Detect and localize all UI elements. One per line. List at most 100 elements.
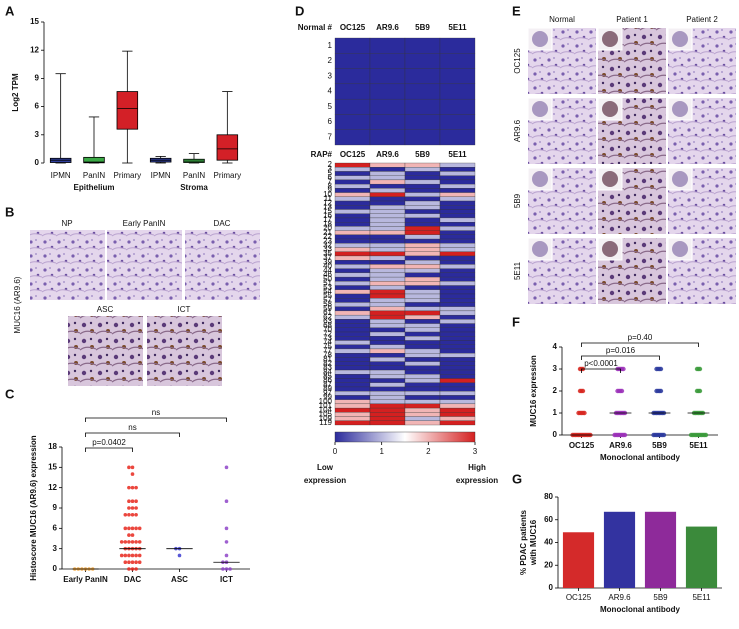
data-point bbox=[134, 499, 138, 504]
heatmap-cell bbox=[334, 83, 371, 100]
row-label: 59 bbox=[323, 304, 332, 313]
heatmap-cell bbox=[334, 369, 371, 375]
heatmap-cell bbox=[404, 306, 441, 312]
x-tick-label: 5E11 bbox=[689, 441, 708, 450]
data-point bbox=[224, 526, 229, 531]
heatmap-cell bbox=[404, 272, 441, 278]
colorbar-tick-label: 1 bbox=[379, 447, 384, 456]
heatmap-cell bbox=[404, 183, 441, 189]
y-axis-label: Histoscore MUC16 (AR9.6) expression bbox=[29, 435, 38, 580]
heatmap-cell bbox=[369, 386, 406, 392]
significance-label: ns bbox=[128, 423, 136, 432]
heatmap-cell bbox=[369, 183, 406, 189]
heatmap-cell bbox=[369, 243, 406, 248]
heatmap-cell bbox=[404, 196, 441, 202]
heatmap-cell bbox=[404, 293, 441, 299]
data-point bbox=[576, 410, 581, 416]
heatmap-cell bbox=[404, 348, 441, 354]
data-point bbox=[177, 553, 182, 558]
heatmap-cell bbox=[439, 399, 476, 405]
heatmap-cell bbox=[439, 357, 476, 362]
x-tick-label: 5B9 bbox=[652, 441, 667, 450]
heatmap-cell bbox=[439, 188, 476, 193]
heatmap-cell bbox=[369, 234, 406, 240]
heatmap-cell bbox=[369, 68, 406, 85]
y-tick-label: 0 bbox=[53, 564, 58, 573]
tissue-core bbox=[602, 101, 618, 117]
heatmap-cell bbox=[404, 213, 441, 219]
row-label: AR9.6 bbox=[513, 119, 522, 142]
tissue-core bbox=[672, 241, 688, 257]
heatmap-cell bbox=[334, 306, 371, 312]
heatmap-cell bbox=[369, 209, 406, 214]
heatmap-cell bbox=[404, 205, 441, 210]
y-tick-label: 6 bbox=[35, 102, 40, 111]
heatmap-cell bbox=[439, 268, 476, 274]
data-point bbox=[130, 465, 135, 470]
heatmap-cell bbox=[404, 238, 441, 244]
heatmap-cell bbox=[334, 314, 371, 320]
data-point bbox=[582, 410, 587, 416]
significance-bracket bbox=[85, 432, 180, 437]
heatmap-cell bbox=[369, 348, 406, 354]
heatmap-cell bbox=[404, 209, 441, 214]
heatmap-cell bbox=[334, 276, 371, 282]
panel-letter: F bbox=[512, 314, 520, 329]
image-ylabel: MUC16 (AR9.6) bbox=[13, 276, 22, 333]
panel-letter: E bbox=[512, 3, 521, 18]
row-label: 75 bbox=[323, 342, 332, 351]
heatmap-cell bbox=[369, 293, 406, 299]
data-point bbox=[619, 388, 625, 394]
data-point bbox=[654, 366, 659, 372]
image-label: Early PanIN bbox=[123, 219, 166, 228]
data-point bbox=[130, 567, 135, 571]
heatmap-cell bbox=[439, 276, 476, 282]
heatmap-cell bbox=[404, 83, 441, 100]
heatmap-cell bbox=[404, 268, 441, 274]
high-label: High bbox=[468, 463, 486, 472]
row-label: 16 bbox=[323, 211, 332, 220]
row-label: 70 bbox=[323, 325, 332, 334]
row-label: 7 bbox=[328, 177, 333, 186]
y-axis-label: MUC16 expression bbox=[529, 355, 538, 427]
data-point bbox=[127, 499, 131, 504]
heatmap-cell bbox=[334, 403, 371, 409]
heatmap-cell bbox=[404, 188, 441, 193]
heatmap-cell bbox=[334, 209, 371, 214]
heatmap-cell bbox=[334, 200, 371, 206]
significance-bracket bbox=[85, 417, 227, 422]
heatmap-cell bbox=[439, 293, 476, 299]
heatmap-cell bbox=[439, 403, 476, 409]
row-label: 53 bbox=[323, 283, 332, 292]
row-label: 97 bbox=[323, 388, 332, 397]
y-tick-label: 0 bbox=[553, 430, 558, 439]
data-point bbox=[123, 526, 128, 531]
data-point bbox=[134, 560, 138, 565]
row-label: 61 bbox=[323, 308, 332, 317]
heatmap-cell bbox=[404, 327, 441, 333]
row-header: Normal # bbox=[298, 23, 333, 32]
heatmap-cell bbox=[439, 200, 476, 206]
heatmap-cell bbox=[369, 238, 406, 244]
data-point bbox=[127, 512, 131, 517]
heatmap-cell bbox=[334, 222, 371, 227]
heatmap-cell bbox=[369, 205, 406, 210]
y-tick-label: 12 bbox=[30, 45, 39, 54]
row-label: 81 bbox=[323, 355, 332, 364]
heatmap-cell bbox=[334, 395, 371, 400]
row-label: 62 bbox=[323, 312, 332, 321]
heatmap-cell bbox=[439, 323, 476, 328]
heatmap-cell bbox=[404, 314, 441, 320]
heatmap-cell bbox=[404, 222, 441, 227]
data-point bbox=[688, 432, 694, 438]
heatmap-cell bbox=[334, 129, 371, 146]
heatmap-cell bbox=[404, 234, 441, 240]
x-tick-label: PanIN bbox=[183, 171, 205, 180]
heatmap-cell bbox=[439, 179, 476, 185]
heatmap-cell bbox=[439, 260, 476, 265]
data-point bbox=[127, 560, 131, 565]
heatmap-cell bbox=[369, 285, 406, 290]
data-point bbox=[580, 388, 586, 394]
row-label: 86 bbox=[323, 376, 332, 385]
